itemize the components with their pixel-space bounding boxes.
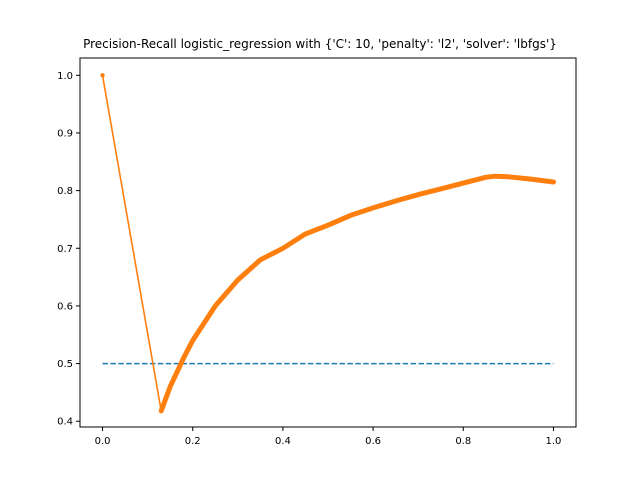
x-axis: 0.0 0.2 0.4 0.6 0.8 1.0 xyxy=(95,427,562,447)
y-tick-label: 0.5 xyxy=(57,359,73,370)
y-tick-label: 0.4 xyxy=(57,417,73,428)
y-tick-label: 0.6 xyxy=(57,301,73,312)
x-tick-label: 1.0 xyxy=(546,436,562,447)
x-tick-label: 0.0 xyxy=(95,436,111,447)
series-1-marker xyxy=(100,73,105,78)
x-tick-label: 0.2 xyxy=(185,436,201,447)
x-tick-label: 0.6 xyxy=(365,436,381,447)
x-tick-label: 0.8 xyxy=(455,436,471,447)
y-tick-label: 0.9 xyxy=(57,128,73,139)
y-tick-label: 0.7 xyxy=(57,244,73,255)
series-1-line xyxy=(101,75,554,412)
chart-title: Precision-Recall logistic_regression wit… xyxy=(83,37,557,51)
plot-area xyxy=(100,73,556,414)
series-1-dense-markers xyxy=(158,173,556,414)
y-tick-label: 0.8 xyxy=(57,186,73,197)
axes-frame xyxy=(79,57,577,428)
y-axis: 0.4 0.5 0.6 0.7 0.8 0.9 1.0 xyxy=(57,71,80,428)
x-tick-label: 0.4 xyxy=(275,436,291,447)
y-tick-label: 1.0 xyxy=(57,71,73,82)
